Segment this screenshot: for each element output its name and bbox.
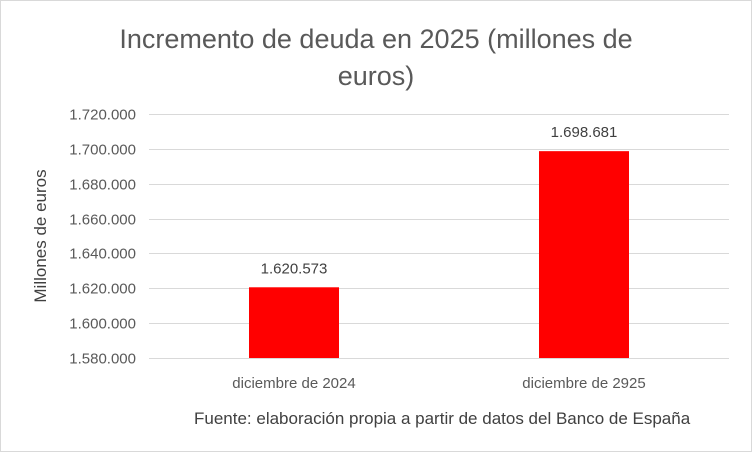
y-tick-label: 1.680.000	[69, 177, 136, 194]
y-tick-label: 1.700.000	[69, 142, 136, 159]
chart-title: Incremento de deuda en 2025 (millones de…	[119, 24, 633, 91]
bar	[539, 151, 629, 358]
x-category-label: diciembre de 2925	[522, 375, 645, 392]
y-tick-label: 1.660.000	[69, 212, 136, 229]
y-tick-label: 1.620.000	[69, 281, 136, 298]
source-note: Fuente: elaboración propia a partir de d…	[194, 409, 691, 428]
x-category-label: diciembre de 2024	[232, 375, 355, 392]
bar	[249, 287, 339, 358]
y-tick-label: 1.640.000	[69, 246, 136, 263]
y-tick-label: 1.580.000	[69, 351, 136, 368]
data-label: 1.620.573	[261, 260, 328, 277]
y-tick-label: 1.600.000	[69, 316, 136, 333]
y-tick-label: 1.720.000	[69, 107, 136, 124]
data-label: 1.698.681	[551, 124, 618, 141]
